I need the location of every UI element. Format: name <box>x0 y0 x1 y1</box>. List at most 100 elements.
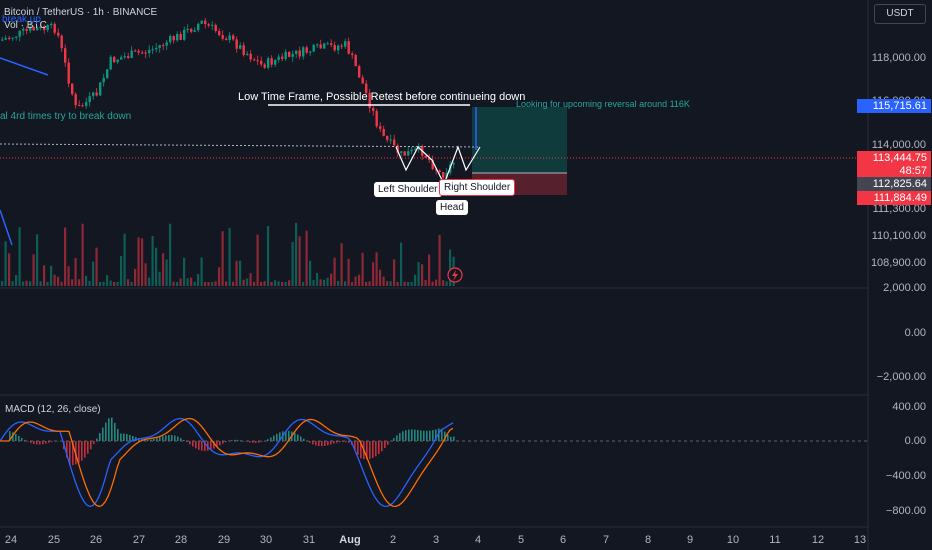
candle <box>141 52 144 54</box>
candle <box>1 39 4 41</box>
volume-legend[interactable]: Vol · BTC <box>4 20 47 31</box>
volume-bar <box>372 262 375 286</box>
volume-bar <box>204 281 207 286</box>
volume-bar <box>8 253 11 286</box>
candle <box>438 170 441 173</box>
indicator-tick: 0.00 <box>904 327 926 339</box>
trend-line-left[interactable] <box>0 209 13 246</box>
candle <box>67 62 70 84</box>
volume-bar <box>99 281 102 286</box>
candle <box>207 23 210 26</box>
macd-hist-bar <box>171 435 173 441</box>
macd-hist-bar <box>231 440 233 441</box>
retest-annotation[interactable]: Low Time Frame, Possible Retest before c… <box>238 91 526 103</box>
volume-bar <box>1 281 4 286</box>
trend-line-top[interactable] <box>0 57 49 76</box>
candle <box>235 39 238 49</box>
target-zone[interactable] <box>472 107 567 173</box>
volume-bar <box>298 236 301 286</box>
volume-bar <box>421 264 424 286</box>
macd-hist-bar <box>195 441 197 449</box>
candle <box>288 51 291 57</box>
candle <box>25 28 28 31</box>
candle <box>78 105 81 107</box>
candle <box>29 27 32 31</box>
candle <box>218 31 221 36</box>
macd-hist-bar <box>261 441 263 442</box>
lightning-glyph-icon <box>452 270 458 281</box>
candle <box>410 149 413 152</box>
macd-tick: −400.00 <box>885 470 926 482</box>
macd-hist-bar <box>9 431 11 441</box>
date-tick: 6 <box>559 534 567 546</box>
macd-hist-bar <box>72 441 74 466</box>
macd-hist-bar <box>294 432 296 441</box>
macd-hist-bar <box>156 438 158 441</box>
volume-bar <box>449 249 452 286</box>
macd-hist-bar <box>204 441 206 452</box>
volume-bar <box>270 281 273 286</box>
macd-hist-bar <box>138 438 140 441</box>
volume-bar <box>438 234 441 286</box>
macd-hist-bar <box>354 441 356 450</box>
volume-bar <box>120 256 123 286</box>
candle <box>18 30 21 37</box>
volume-bar <box>302 281 305 286</box>
volume-bar <box>358 274 361 286</box>
volume-bar <box>316 272 319 286</box>
macd-hist-bar <box>183 439 185 441</box>
candle <box>340 45 343 47</box>
volume-bars <box>1 222 455 286</box>
candle <box>43 26 46 30</box>
macd-hist-bar <box>450 436 452 441</box>
volume-bar <box>267 225 270 286</box>
macd-hist-bar <box>300 436 302 441</box>
macd-legend[interactable]: MACD (12, 26, close) <box>5 404 101 415</box>
macd-hist-bar <box>108 418 110 441</box>
candle <box>375 111 378 127</box>
candle <box>53 23 56 33</box>
macd-hist-bar <box>417 429 419 441</box>
volume-bar <box>263 281 266 286</box>
volume-bar <box>337 280 340 286</box>
macd-hist-bar <box>432 430 434 441</box>
volume-bar <box>274 280 277 286</box>
candle <box>120 57 123 60</box>
candle <box>81 105 84 107</box>
date-tick: 27 <box>132 534 146 546</box>
right-shoulder-label[interactable]: Right Shoulder <box>439 179 516 196</box>
candle <box>386 135 389 140</box>
breakdown-annotation[interactable]: al 4rd times try to break down <box>0 111 132 122</box>
macd-hist-bar <box>372 441 374 459</box>
macd-hist-bar <box>111 417 113 441</box>
volume-bar <box>365 281 368 286</box>
candle <box>71 83 74 95</box>
macd-hist-bar <box>252 441 254 443</box>
macd-hist-bar <box>303 438 305 441</box>
macd-hist-bar <box>48 441 50 443</box>
indicator-tick: 2,000.00 <box>883 282 926 294</box>
date-tick: 30 <box>259 534 273 546</box>
macd-hist-bar <box>255 441 257 443</box>
macd-hist-bar <box>249 441 251 443</box>
currency-button[interactable]: USDT <box>874 4 926 24</box>
volume-bar <box>60 281 63 286</box>
volume-bar <box>410 281 413 286</box>
date-tick: 5 <box>517 534 525 546</box>
macd-hist-bar <box>36 441 38 445</box>
candle <box>64 48 67 63</box>
head-shoulders-drawing[interactable] <box>395 145 481 186</box>
symbol-title[interactable]: Bitcoin / TetherUS · 1h · BINANCE <box>4 7 158 18</box>
reversal-annotation[interactable]: Looking for upcoming reversal around 116… <box>516 99 690 109</box>
macd-hist-bar <box>267 439 269 441</box>
volume-bar <box>253 281 256 286</box>
volume-bar <box>309 260 312 286</box>
volume-bar <box>127 279 130 286</box>
macd-hist-bar <box>399 433 401 441</box>
head-label[interactable]: Head <box>436 200 468 215</box>
volume-bar <box>32 254 35 286</box>
left-shoulder-label[interactable]: Left Shoulder <box>374 182 442 197</box>
candle <box>319 44 322 49</box>
volume-bar <box>64 227 67 286</box>
